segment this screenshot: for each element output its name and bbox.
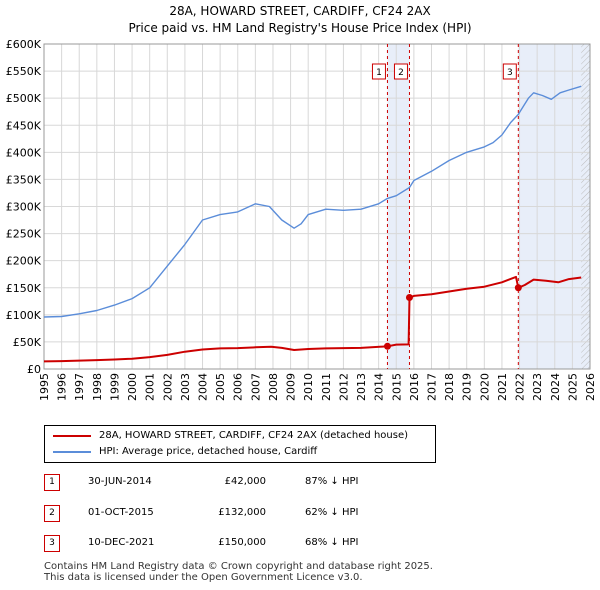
x-tick-label: 2018 bbox=[443, 373, 456, 401]
y-tick-label: £600K bbox=[6, 38, 42, 51]
sale-price: £42,000 bbox=[224, 476, 266, 487]
legend: 28A, HOWARD STREET, CARDIFF, CF24 2AX (d… bbox=[44, 425, 436, 463]
x-tick-label: 2000 bbox=[126, 373, 139, 401]
sale-price: £132,000 bbox=[218, 507, 266, 518]
y-tick-label: £150K bbox=[6, 282, 42, 295]
sale-hpi-diff: 87% ↓ HPI bbox=[305, 476, 359, 487]
plot-frame bbox=[43, 43, 591, 370]
x-tick-label: 2011 bbox=[320, 373, 333, 401]
x-tick-label: 2014 bbox=[373, 373, 386, 401]
y-tick-label: £0 bbox=[27, 363, 41, 376]
chart-title: 28A, HOWARD STREET, CARDIFF, CF24 2AX bbox=[169, 4, 431, 18]
y-tick-label: £500K bbox=[6, 92, 42, 105]
x-tick-label: 2022 bbox=[514, 373, 527, 401]
sale-label-number: 1 bbox=[376, 68, 382, 78]
sale-hpi-diff: 62% ↓ HPI bbox=[305, 507, 359, 518]
sale-date: 30-JUN-2014 bbox=[88, 476, 152, 487]
property-price-line bbox=[43, 275, 582, 363]
sale-hpi-diff: 68% ↓ HPI bbox=[305, 537, 359, 548]
x-tick-label: 2015 bbox=[390, 373, 403, 401]
sale-date: 01-OCT-2015 bbox=[88, 507, 154, 518]
x-tick-label: 2006 bbox=[232, 373, 245, 401]
x-tick-label: 2009 bbox=[285, 373, 298, 401]
x-tick-label: 2003 bbox=[179, 373, 192, 401]
x-tick-label: 2020 bbox=[478, 373, 491, 401]
sale-label-box bbox=[502, 63, 517, 80]
x-tick-label: 2026 bbox=[584, 373, 597, 401]
legend-swatch-hpi bbox=[53, 451, 91, 453]
y-tick-label: £350K bbox=[6, 173, 42, 186]
footer-licence: This data is licensed under the Open Gov… bbox=[44, 572, 363, 583]
x-tick-label: 2004 bbox=[197, 373, 210, 401]
sale-label-number: 3 bbox=[507, 68, 513, 78]
x-tick-label: 2017 bbox=[425, 373, 438, 401]
sale-number-badge: 1 bbox=[44, 474, 60, 491]
sale-row: 2 01-OCT-2015 £132,000 62% ↓ HPI bbox=[0, 505, 600, 523]
x-tick-label: 1995 bbox=[38, 373, 51, 401]
y-tick-label: £550K bbox=[6, 65, 42, 78]
sale-price: £150,000 bbox=[218, 537, 266, 548]
y-tick-label: £400K bbox=[6, 146, 42, 159]
legend-label-property: 28A, HOWARD STREET, CARDIFF, CF24 2AX (d… bbox=[99, 430, 409, 441]
footer: Contains HM Land Registry data © Crown c… bbox=[44, 561, 433, 583]
x-tick-label: 2012 bbox=[337, 373, 350, 401]
x-tick-label: 2025 bbox=[566, 373, 579, 401]
y-tick-label: £50K bbox=[13, 336, 42, 349]
x-tick-label: 2019 bbox=[461, 373, 474, 401]
sale-point bbox=[405, 294, 413, 301]
legend-label-hpi: HPI: Average price, detached house, Card… bbox=[99, 446, 318, 457]
x-tick-label: 1999 bbox=[108, 373, 121, 401]
x-tick-label: 2008 bbox=[267, 373, 280, 401]
sale-point bbox=[383, 342, 391, 350]
x-tick-label: 2013 bbox=[355, 373, 368, 401]
x-tick-label: 1996 bbox=[56, 373, 69, 401]
price-chart: £0 £50K £100K £150K £200K £250K £300K £350K £400… bbox=[6, 38, 597, 401]
sale-number-badge: 3 bbox=[44, 535, 60, 552]
x-tick-label: 2023 bbox=[531, 373, 544, 401]
sale-point bbox=[514, 284, 522, 292]
chart-subtitle: Price paid vs. HM Land Registry's House … bbox=[128, 21, 472, 35]
x-tick-label: 1997 bbox=[73, 373, 86, 401]
y-tick-label: £250K bbox=[6, 228, 42, 241]
x-tick-label: 2001 bbox=[144, 373, 157, 401]
x-tick-label: 2021 bbox=[496, 373, 509, 401]
sale-label-number: 2 bbox=[398, 68, 404, 78]
x-tick-label: 2002 bbox=[161, 373, 174, 401]
sale-date: 10-DEC-2021 bbox=[88, 537, 155, 548]
y-tick-label: £200K bbox=[6, 255, 42, 268]
y-tick-label: £100K bbox=[6, 309, 42, 322]
x-tick-label: 2010 bbox=[302, 373, 315, 401]
x-tick-label: 2024 bbox=[549, 373, 562, 401]
sale-row: 3 10-DEC-2021 £150,000 68% ↓ HPI bbox=[0, 535, 600, 553]
hpi-line bbox=[43, 85, 582, 318]
sale-label-box bbox=[393, 63, 408, 80]
x-tick-label: 2016 bbox=[408, 373, 421, 401]
y-tick-label: £450K bbox=[6, 119, 42, 132]
x-tick-label: 2007 bbox=[249, 373, 262, 401]
sale-label-box bbox=[371, 63, 386, 80]
footer-copyright: Contains HM Land Registry data © Crown c… bbox=[44, 561, 433, 572]
sale-row: 1 30-JUN-2014 £42,000 87% ↓ HPI bbox=[0, 474, 600, 492]
sale-number-badge: 2 bbox=[44, 505, 60, 522]
x-tick-label: 2005 bbox=[214, 373, 227, 401]
y-tick-label: £300K bbox=[6, 201, 42, 214]
x-tick-label: 1998 bbox=[91, 373, 104, 401]
legend-swatch-property bbox=[53, 435, 91, 437]
